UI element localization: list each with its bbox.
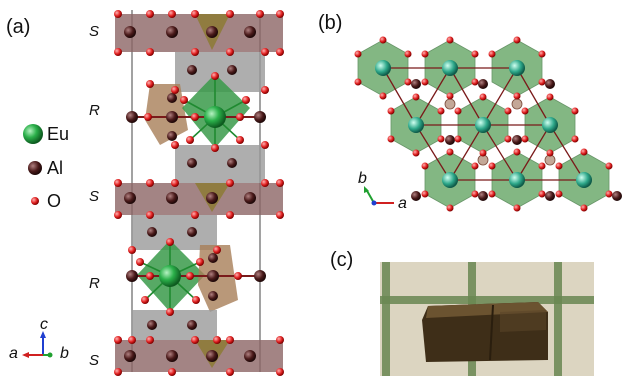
axis-c-label: c (40, 316, 48, 333)
axes-indicator-b (364, 186, 394, 206)
legend-al-sphere (28, 161, 42, 175)
axes-indicator-a (22, 331, 53, 358)
panel-label-b: (b) (318, 12, 343, 34)
legend-al-label: Al (47, 158, 64, 178)
layer-label-s3: S (89, 352, 100, 369)
crystal-structure-a (114, 10, 284, 376)
layer-label-r1: R (89, 102, 100, 119)
legend-eu-sphere (23, 124, 43, 144)
panel-label-a: (a) (6, 16, 31, 38)
axis-b-label: b (60, 345, 69, 362)
layer-label-s2: S (89, 188, 100, 205)
layer-label-s1: S (89, 23, 100, 40)
axis-a-label: a (9, 345, 18, 362)
legend-o-label: O (47, 191, 62, 211)
layer-label-r2: R (89, 275, 100, 292)
panel-label-c: (c) (330, 249, 354, 271)
legend-eu-label: Eu (47, 124, 70, 144)
crystal-structure-b (354, 36, 622, 212)
legend-o-sphere (31, 197, 39, 205)
axis-a-label-panel-b: a (398, 195, 407, 212)
axis-b-label-panel-b: b (358, 170, 367, 187)
sample-photo (380, 262, 594, 376)
